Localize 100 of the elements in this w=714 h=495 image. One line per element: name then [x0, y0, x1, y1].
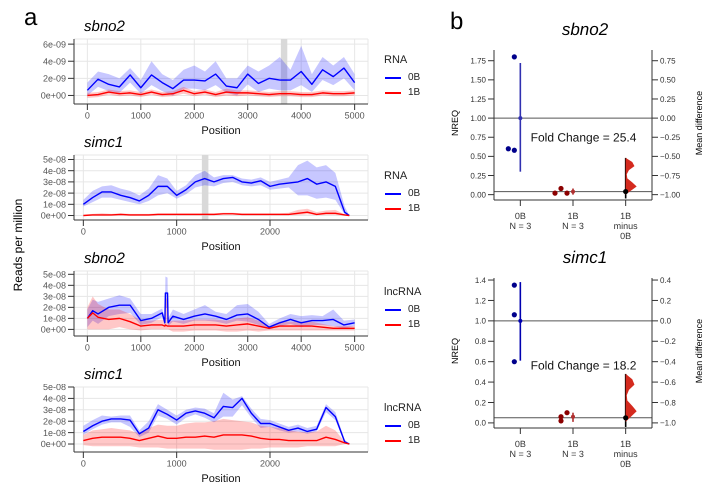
y-tick-label: 0e+00 — [40, 324, 66, 335]
x-tick-label: 2000 — [184, 110, 204, 120]
y-tick-label: 0.75 — [470, 133, 487, 142]
y-tick-label: 0.50 — [470, 152, 487, 162]
y-tick-label: 0e+00 — [40, 439, 66, 450]
y2-tick-label: −0.75 — [660, 171, 681, 180]
y2-tick-label: 0.0 — [660, 316, 672, 326]
x-tick-label: 1000 — [166, 226, 187, 236]
legend-label: 0B — [408, 72, 420, 83]
x-tick-label: 0 — [80, 458, 86, 468]
y-tick-label: 0.2 — [474, 398, 487, 408]
y-tick-label: 3e-08 — [42, 405, 66, 415]
chart-title: sbno2 — [562, 20, 608, 39]
y-tick-label: 0e+00 — [40, 90, 66, 101]
y2-tick-label: 0.4 — [660, 276, 672, 285]
y-tick-label: 0.0 — [474, 418, 487, 428]
y-tick-label: 2e-08 — [42, 188, 66, 198]
y-tick-label: 0.00 — [470, 190, 487, 200]
x-tick-label: 2000 — [260, 226, 280, 236]
x-tick-label: 1000 — [130, 342, 151, 352]
y2-tick-label: −1.00 — [660, 190, 681, 200]
x-tick-label: 2000 — [184, 342, 204, 352]
y-tick-label: 3e-08 — [42, 292, 66, 302]
y2-tick-label: 0.2 — [660, 296, 672, 306]
x-tick-label: 1000 — [166, 458, 187, 468]
x-tick-label: 2000 — [260, 458, 280, 468]
text: b — [450, 8, 464, 36]
y2-tick-label: −0.50 — [660, 152, 681, 162]
y-tick-label: 2e-09 — [42, 74, 66, 84]
chart-title: simc1 — [84, 134, 124, 151]
line-series — [86, 67, 356, 92]
x-tick-label: 0 — [84, 342, 90, 352]
y2-axis-title: Mean difference — [694, 318, 704, 386]
y-tick-label: 4e-09 — [42, 56, 66, 66]
y-tick-label: 0.25 — [470, 171, 487, 180]
y-tick-label: 4e-08 — [42, 166, 66, 176]
x-tick-label: 0 — [80, 226, 86, 236]
legend-title: lncRNA — [384, 286, 422, 298]
chart-title: sbno2 — [84, 250, 125, 267]
y-tick-label: 4e-08 — [42, 394, 66, 404]
y-tick-label: 5e-08 — [42, 270, 66, 280]
y2-tick-label: −0.8 — [660, 398, 676, 408]
legend-label: 1B — [408, 435, 420, 446]
y2-tick-label: −0.4 — [660, 358, 676, 367]
chart-title: simc1 — [562, 248, 608, 269]
x-tick-label: 1B minus 0B — [614, 439, 638, 469]
y-tick-label: 0.4 — [474, 378, 487, 387]
y2-tick-label: −0.25 — [660, 133, 681, 142]
x-tick-label: 4000 — [291, 342, 312, 352]
y-tick-label: 2e-08 — [42, 416, 66, 426]
y-tick-label: 1e-08 — [42, 314, 66, 324]
x-tick-label: 0B N = 3 — [509, 439, 532, 459]
legend-title: RNA — [384, 54, 408, 66]
x-tick-label: 1B minus 0B — [614, 211, 638, 241]
line-series — [86, 312, 356, 329]
y2-tick-label: −1.0 — [660, 418, 676, 428]
chart-title: sbno2 — [84, 18, 126, 36]
x-tick-label: 1B N = 3 — [562, 439, 584, 459]
x-tick-label: 5000 — [344, 110, 365, 120]
legend-label: 0B — [408, 188, 420, 199]
x-tick-label: 4000 — [291, 110, 312, 120]
chart-title: simc1 — [84, 366, 124, 383]
legend-label: 0B — [408, 420, 420, 431]
y-tick-label: 1.0 — [474, 316, 487, 326]
text: a — [24, 7, 38, 32]
x-tick-label: 0B N = 3 — [509, 211, 532, 231]
y-tick-label: 3e-08 — [42, 177, 66, 188]
y-tick-label: 1e-08 — [42, 428, 66, 438]
y-tick-label: 5e-08 — [42, 382, 66, 392]
x-tick-label: 5000 — [344, 342, 365, 352]
x-axis-title: Position — [201, 473, 241, 485]
line-series — [82, 176, 350, 216]
y-tick-label: 2e-08 — [42, 302, 66, 313]
y-tick-label: 6e-09 — [42, 39, 66, 50]
y-tick-label: 1.50 — [470, 76, 487, 85]
y-axis-title: Reads per million — [11, 198, 25, 294]
y2-tick-label: 0.25 — [660, 94, 676, 104]
legend-label: 1B — [408, 203, 420, 214]
y-axis-title: NREQ — [450, 109, 460, 138]
y-tick-label: 1.2 — [474, 296, 487, 306]
y2-tick-label: 0.50 — [660, 76, 676, 85]
y-tick-label: 1e-08 — [42, 200, 66, 210]
legend-title: lncRNA — [384, 402, 422, 414]
y-tick-label: 0.8 — [474, 337, 487, 346]
legend-label: 0B — [408, 304, 420, 315]
y-axis-title: NREQ — [450, 337, 460, 366]
y-tick-label: 1.00 — [470, 114, 487, 123]
x-axis-title: Position — [201, 241, 241, 253]
y-tick-label: 5e-08 — [42, 154, 66, 165]
x-tick-label: 3000 — [238, 110, 258, 120]
y2-tick-label: 0.75 — [660, 56, 676, 66]
y-tick-label: 1.4 — [474, 276, 487, 285]
y2-tick-label: 0.00 — [660, 114, 676, 123]
y-tick-label: 0e+00 — [40, 210, 66, 221]
y-tick-label: 4e-08 — [42, 280, 66, 291]
x-tick-label: 1B N = 3 — [562, 211, 584, 231]
x-axis-title: Position — [201, 125, 241, 137]
line-series — [82, 434, 350, 445]
y-tick-label: 1.25 — [470, 94, 487, 104]
x-axis-title: Position — [201, 357, 241, 369]
